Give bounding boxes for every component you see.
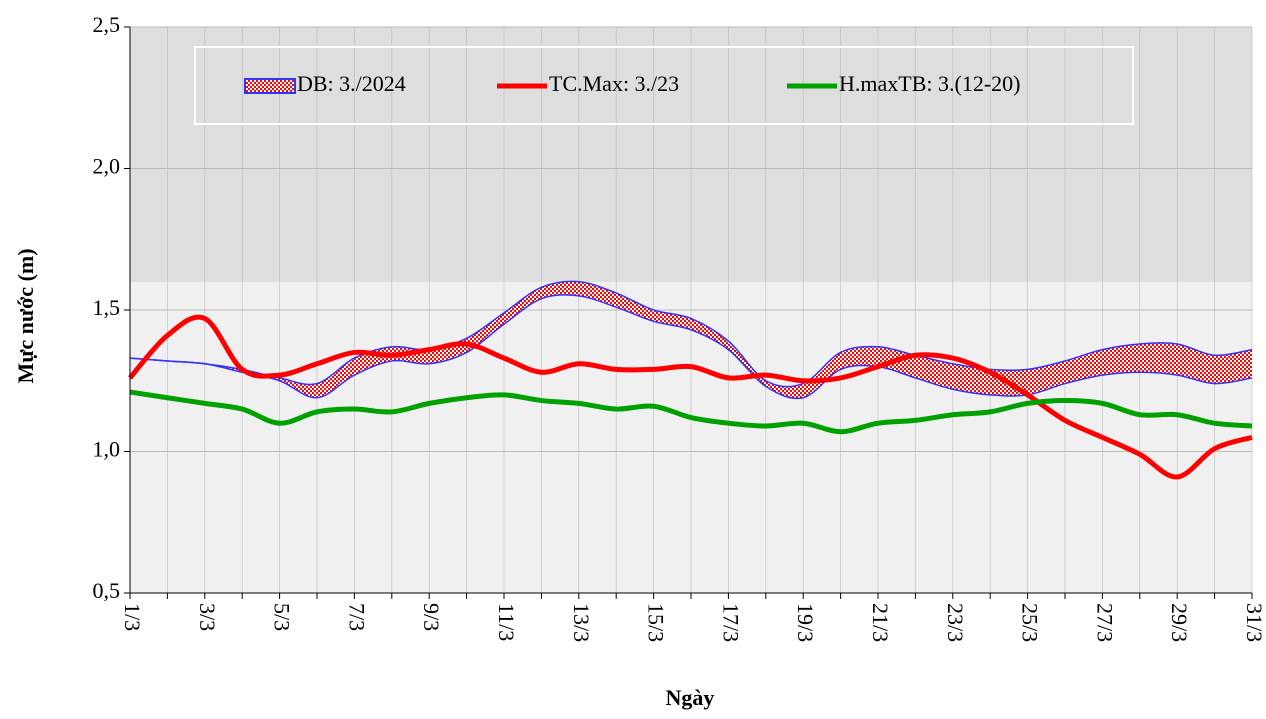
x-tick-label: 29/3 bbox=[1167, 603, 1192, 642]
x-axis-title: Ngày bbox=[666, 685, 715, 710]
y-tick-label: 2,0 bbox=[93, 154, 121, 179]
x-tick-label: 27/3 bbox=[1092, 603, 1117, 642]
legend-swatch bbox=[244, 78, 296, 94]
y-tick-label: 1,5 bbox=[93, 295, 121, 320]
legend-label: H.maxTB: 3.(12-20) bbox=[839, 71, 1020, 96]
legend-label: TC.Max: 3./23 bbox=[549, 71, 679, 96]
line bbox=[128, 314, 1253, 480]
x-tick-label: 1/3 bbox=[120, 603, 145, 631]
line bbox=[129, 389, 1253, 435]
x-tick-label: 5/3 bbox=[270, 603, 295, 631]
x-tick-label: 19/3 bbox=[793, 603, 818, 642]
x-tick-label: 23/3 bbox=[943, 603, 968, 642]
x-tick-label: 11/3 bbox=[494, 603, 519, 641]
x-tick-label: 31/3 bbox=[1242, 603, 1266, 642]
x-tick-label: 13/3 bbox=[569, 603, 594, 642]
y-tick-label: 2,5 bbox=[93, 12, 121, 37]
x-tick-label: 7/3 bbox=[344, 603, 369, 631]
x-tick-label: 15/3 bbox=[644, 603, 669, 642]
band-area bbox=[130, 281, 1252, 399]
band-upper bbox=[129, 280, 1253, 388]
x-tick-label: 25/3 bbox=[1018, 603, 1043, 642]
x-tick-label: 9/3 bbox=[419, 603, 444, 631]
band-lower bbox=[129, 294, 1253, 400]
legend bbox=[194, 46, 1134, 125]
x-tick-label: 3/3 bbox=[195, 603, 220, 631]
x-tick-label: 17/3 bbox=[718, 603, 743, 642]
y-axis-title: Mực nước (m) bbox=[13, 248, 38, 383]
x-tick-label: 21/3 bbox=[868, 603, 893, 642]
y-tick-label: 0,5 bbox=[93, 578, 121, 603]
legend-label: DB: 3./2024 bbox=[297, 71, 406, 96]
y-tick-label: 1,0 bbox=[93, 437, 121, 462]
